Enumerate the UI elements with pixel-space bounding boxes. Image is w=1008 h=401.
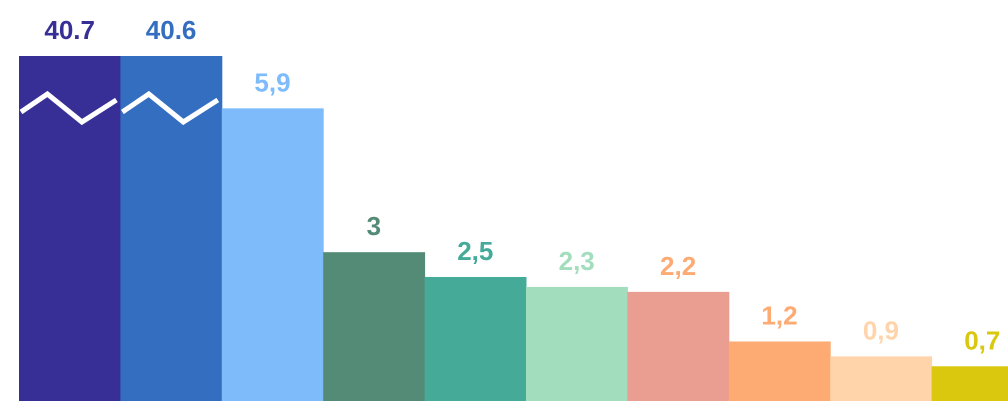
axis-break-mark-2 bbox=[120, 90, 220, 126]
bar-8 bbox=[728, 341, 831, 401]
bar-5 bbox=[424, 276, 527, 401]
axis-break-mark-1 bbox=[19, 90, 118, 126]
data-label-3: 5,9 bbox=[254, 67, 290, 97]
data-label-4: 3 bbox=[367, 211, 381, 241]
bar-10 bbox=[931, 366, 1008, 401]
data-label-6: 2,3 bbox=[559, 246, 595, 276]
bar-7 bbox=[627, 291, 730, 401]
bar-3 bbox=[221, 108, 324, 401]
data-label-9: 0,9 bbox=[863, 315, 899, 345]
data-labels-group: 40.7 40.6 5,9 3 2,5 2,3 2,2 1,2 0,9 0,7 bbox=[44, 15, 1000, 355]
data-label-5: 2,5 bbox=[457, 236, 493, 266]
bars-group bbox=[19, 56, 1008, 401]
data-label-1: 40.7 bbox=[44, 15, 95, 45]
data-label-10: 0,7 bbox=[964, 325, 1000, 355]
bar-9 bbox=[830, 356, 933, 401]
bar-6 bbox=[526, 286, 628, 401]
data-label-8: 1,2 bbox=[761, 300, 797, 330]
bar-4 bbox=[323, 252, 426, 401]
data-label-7: 2,2 bbox=[660, 251, 696, 281]
data-label-2: 40.6 bbox=[146, 15, 197, 45]
axis-break-marks bbox=[19, 90, 220, 126]
